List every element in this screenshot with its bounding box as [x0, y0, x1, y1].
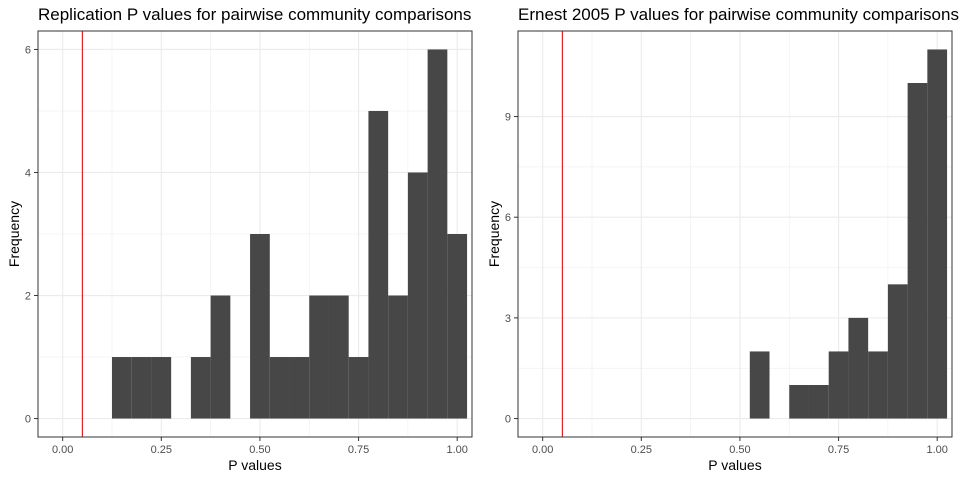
- histogram-bar: [907, 83, 928, 419]
- histogram-bar: [131, 357, 152, 419]
- x-tick-label: 1.00: [446, 444, 467, 456]
- histogram-bar: [269, 357, 290, 419]
- x-tick-label: 0.75: [348, 444, 369, 456]
- chart-title: Replication P values for pairwise commun…: [38, 5, 471, 24]
- chart-panel-replication: 0.00 0.25 0.50 0.75 1.00 0 2 4 6 P values Frequenc…: [6, 5, 473, 473]
- x-tick-label: 0.25: [631, 444, 652, 456]
- y-axis-title: Frequency: [6, 201, 22, 267]
- histogram-bar: [427, 49, 448, 419]
- histogram-bar: [887, 284, 908, 419]
- y-tick-label: 0: [25, 414, 31, 426]
- y-tick-label: 3: [505, 313, 511, 325]
- y-tick-label: 4: [25, 167, 31, 179]
- x-tick-label: 1.00: [926, 444, 947, 456]
- histogram-bar: [111, 357, 132, 419]
- histogram-bar: [250, 234, 270, 419]
- plot-border: [517, 30, 953, 438]
- x-axis-title: P values: [228, 457, 281, 473]
- chart-ernest: 0.00 0.25 0.50 0.75 1.00 0 3 6 9 P values Frequenc…: [486, 5, 959, 473]
- chart-title: Ernest 2005 P values for pairwise commun…: [518, 5, 959, 24]
- x-tick-label: 0.00: [52, 444, 73, 456]
- histogram-bar: [407, 172, 428, 419]
- histogram-bar: [348, 357, 369, 419]
- chart-replication: 0.00 0.25 0.50 0.75 1.00 0 2 4 6 P values Frequenc…: [6, 5, 473, 473]
- x-tick-label: 0.25: [151, 444, 172, 456]
- histogram-bar: [808, 384, 829, 419]
- histogram-bar: [289, 357, 310, 419]
- y-tick-label: 9: [505, 112, 511, 124]
- x-tick-label: 0.75: [828, 444, 849, 456]
- y-tick-label: 6: [25, 44, 31, 56]
- histogram-bar: [828, 351, 849, 419]
- y-axis-title: Frequency: [486, 201, 502, 267]
- histogram-bar: [190, 357, 211, 419]
- histogram-bar: [388, 295, 408, 419]
- histogram-bar: [848, 317, 869, 419]
- chart-panel-ernest: 0.00 0.25 0.50 0.75 1.00 0 3 6 9 P values Frequenc…: [480, 0, 960, 480]
- histogram-bar: [368, 110, 389, 419]
- plot-border: [37, 30, 473, 438]
- histogram-bar: [151, 357, 172, 419]
- y-tick-label: 0: [505, 414, 511, 426]
- x-tick-label: 0.50: [249, 444, 270, 456]
- histogram-bar: [868, 351, 888, 419]
- y-tick-label: 6: [505, 212, 511, 224]
- histogram-bar: [447, 234, 468, 419]
- x-axis-title: P values: [708, 457, 761, 473]
- histogram-bar: [749, 351, 770, 419]
- histogram-bar: [328, 295, 349, 419]
- histogram-bar: [789, 384, 809, 419]
- x-tick-label: 0.50: [729, 444, 750, 456]
- histogram-bar: [210, 295, 231, 419]
- histogram-bar: [927, 49, 948, 419]
- y-tick-label: 2: [25, 291, 31, 303]
- histogram-bar: [309, 295, 329, 419]
- x-tick-label: 0.00: [532, 444, 553, 456]
